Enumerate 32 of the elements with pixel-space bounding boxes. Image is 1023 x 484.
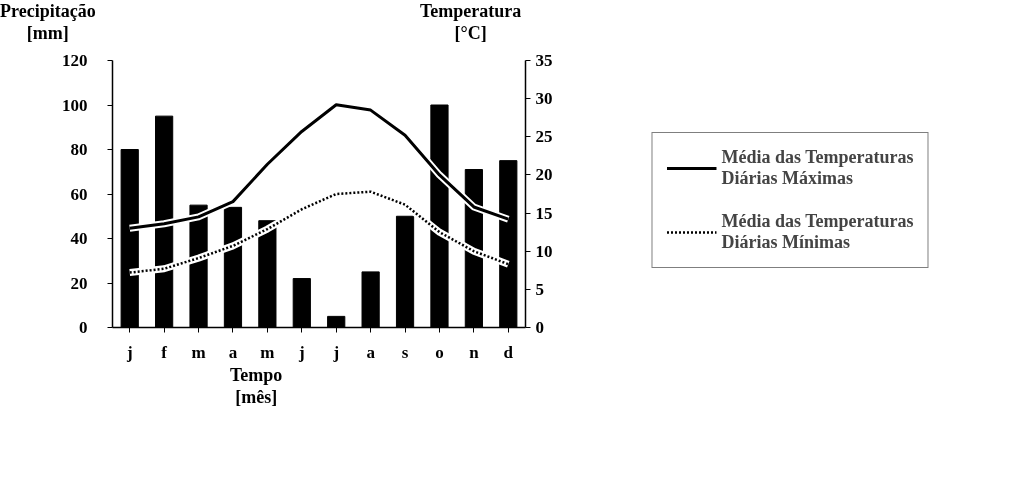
y2-tick-label: 10 xyxy=(535,241,553,261)
x-tick-label: j xyxy=(332,342,340,362)
x-tick-label: a xyxy=(228,342,238,362)
y2-tick-label: 20 xyxy=(535,165,553,185)
y-tick-label: 20 xyxy=(70,273,88,293)
x-axis-title: Tempo [mês] xyxy=(230,364,283,408)
x-tick-label: m xyxy=(260,342,275,362)
x-tick-label: s xyxy=(401,342,409,362)
y2-tick-label: 30 xyxy=(535,89,553,109)
x-tick-label: n xyxy=(469,342,480,362)
legend-label: Média das Temperaturas Diárias Mínimas xyxy=(721,211,914,253)
y-tick-label: 100 xyxy=(62,95,88,115)
x-tick-label: m xyxy=(191,342,206,362)
legend-label: Média das Temperaturas Diárias Máximas xyxy=(721,147,914,189)
y2-axis-title: Temperatura [°C] xyxy=(420,0,522,44)
y-axis-title: Precipitação [mm] xyxy=(0,0,96,44)
y2-tick-label: 0 xyxy=(535,318,544,337)
x-tick-label: f xyxy=(161,342,168,362)
x-tick-label: j xyxy=(125,342,133,362)
y2-tick-label: 5 xyxy=(535,279,544,299)
y-tick-label: 80 xyxy=(70,140,88,159)
y-tick-label: 40 xyxy=(70,229,88,248)
y-tick-label: 0 xyxy=(79,318,88,337)
x-tick-label: j xyxy=(297,342,305,362)
y2-tick-label: 15 xyxy=(535,203,553,223)
y2-tick-label: 35 xyxy=(535,51,553,70)
y2-tick-label: 25 xyxy=(535,127,553,147)
x-tick-label: d xyxy=(503,342,514,362)
y-tick-label: 60 xyxy=(70,184,88,204)
x-tick-label: a xyxy=(366,342,376,362)
x-tick-label: o xyxy=(435,342,444,362)
y-tick-label: 120 xyxy=(62,51,88,70)
